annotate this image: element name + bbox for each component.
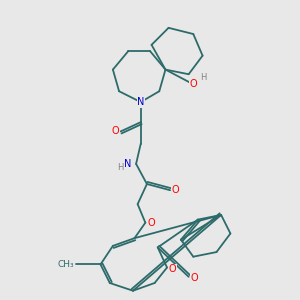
Text: N: N [124,159,131,169]
Text: O: O [190,273,198,284]
Text: O: O [148,218,155,228]
Text: H: H [200,74,207,82]
Text: N: N [137,97,144,107]
Text: O: O [112,126,119,136]
Text: O: O [190,79,197,88]
Text: O: O [172,185,179,195]
Text: H: H [117,163,123,172]
Text: O: O [169,264,176,274]
Text: CH₃: CH₃ [58,260,74,269]
